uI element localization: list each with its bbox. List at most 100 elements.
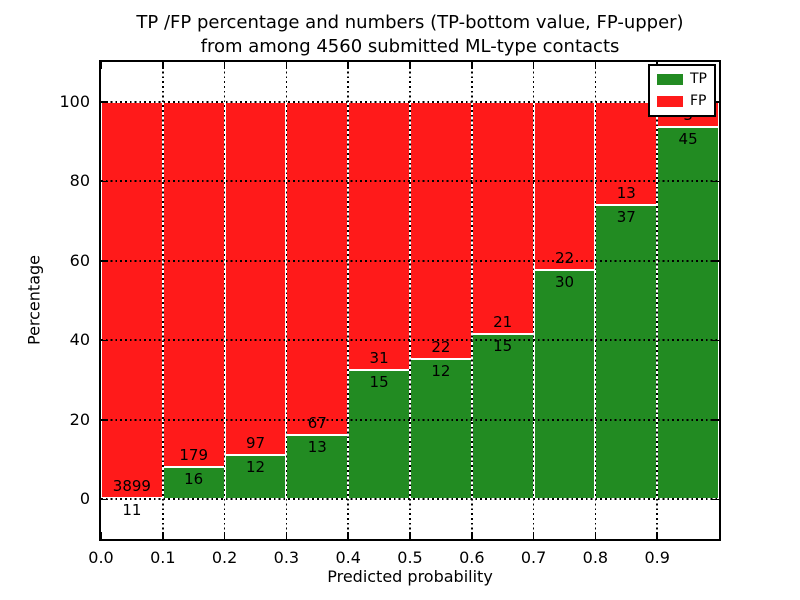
x-tick-top — [471, 62, 473, 69]
grid-line-vertical — [285, 62, 288, 539]
x-tick-bottom — [162, 532, 164, 539]
legend-label-tp: TP — [690, 71, 707, 87]
grid-line-vertical — [471, 62, 473, 539]
y-tick-label: 80 — [69, 171, 90, 191]
x-tick-top — [223, 62, 226, 69]
tp-value-label: 13 — [307, 437, 327, 456]
grid-line-vertical — [347, 62, 349, 539]
fp-bar — [286, 101, 349, 435]
grid-line-vertical — [223, 62, 226, 539]
x-tick-label: 0.4 — [335, 548, 361, 567]
tp-value-label: 15 — [493, 336, 513, 355]
x-tick-bottom — [347, 532, 349, 539]
tp-bar — [595, 205, 658, 500]
legend-item-tp: TP — [657, 71, 707, 88]
x-tick-bottom — [532, 532, 535, 539]
y-tick-left — [101, 260, 108, 262]
y-tick-right — [712, 498, 719, 500]
x-tick-bottom — [471, 532, 473, 539]
x-tick-top — [347, 62, 349, 69]
grid-line-vertical — [594, 62, 597, 539]
x-tick-label: 0.9 — [644, 548, 670, 567]
y-axis-label: Percentage — [24, 254, 44, 346]
fp-bar — [101, 101, 163, 499]
y-tick-right — [712, 419, 719, 421]
chart-title-line1: TP /FP percentage and numbers (TP-bottom… — [136, 12, 684, 33]
grid-line-horizontal — [101, 339, 719, 342]
fp-bar — [348, 101, 410, 370]
fp-value-label: 3899 — [112, 477, 151, 496]
x-tick-label: 0.3 — [273, 548, 300, 567]
fp-value-label: 179 — [179, 445, 209, 464]
tp-value-label: 12 — [245, 458, 266, 477]
fp-value-label: 97 — [245, 434, 266, 453]
x-tick-top — [409, 62, 411, 69]
y-tick-left — [101, 419, 108, 421]
x-tick-top — [100, 62, 102, 69]
x-tick-label: 0.6 — [459, 548, 485, 567]
fp-value-label: 67 — [307, 413, 327, 432]
x-axis-label: Predicted probability — [327, 567, 493, 586]
fp-value-label: 31 — [369, 348, 389, 367]
y-tick-label: 100 — [59, 91, 90, 111]
x-tick-label: 0.5 — [397, 548, 423, 567]
grid-line-horizontal — [101, 180, 719, 183]
grid-line-horizontal — [101, 498, 719, 501]
grid-line-horizontal — [101, 418, 719, 421]
x-tick-bottom — [594, 532, 597, 539]
plot-area: TP FP 3899 11 179 16 97 12 67 13 31 15 22 12 21 15 22 3… — [99, 60, 721, 541]
fp-bar — [595, 101, 658, 206]
x-tick-top — [532, 62, 535, 69]
y-tick-right — [712, 260, 719, 262]
tp-bar — [657, 126, 719, 500]
y-tick-label: 60 — [69, 250, 90, 270]
legend-label-fp: FP — [690, 93, 707, 109]
grid-line-horizontal — [101, 100, 719, 103]
tp-bar — [533, 269, 596, 500]
fp-bar — [410, 101, 472, 359]
x-tick-bottom — [223, 532, 226, 539]
x-tick-label: 0.2 — [211, 548, 238, 567]
tp-value-label: 30 — [554, 272, 575, 291]
fp-value-label: 13 — [616, 184, 636, 203]
chart-title: TP /FP percentage and numbers (TP-bottom… — [99, 11, 721, 59]
tp-value-label: 16 — [184, 469, 204, 488]
y-tick-label: 20 — [69, 409, 90, 429]
tp-value-label: 11 — [122, 501, 142, 520]
chart-title-line2: from among 4560 submitted ML-type contac… — [200, 36, 620, 57]
fp-value-label: 21 — [493, 312, 513, 331]
grid-line-vertical — [409, 62, 411, 539]
tp-bar — [471, 333, 534, 500]
x-tick-top — [594, 62, 597, 69]
tp-value-label: 12 — [431, 361, 451, 380]
fp-bar — [471, 101, 534, 334]
x-tick-label: 0.0 — [88, 548, 114, 567]
y-tick-right — [712, 180, 719, 182]
legend-item-fp: FP — [657, 93, 707, 110]
x-tick-bottom — [100, 532, 102, 539]
fp-bar — [533, 101, 596, 270]
fp-value-label: 22 — [554, 248, 575, 267]
x-tick-label: 0.1 — [150, 548, 176, 567]
tp-value-label: 37 — [616, 208, 636, 227]
grid-line-horizontal — [101, 259, 719, 262]
y-tick-label: 40 — [69, 330, 90, 350]
fp-value-label: 22 — [431, 337, 451, 356]
y-tick-left — [101, 498, 108, 500]
fp-bar — [162, 101, 225, 467]
tp-value-label: 45 — [678, 129, 698, 148]
y-tick-right — [712, 339, 719, 341]
tp-value-label: 15 — [369, 372, 389, 391]
grid-line-vertical — [656, 62, 658, 539]
x-tick-bottom — [409, 532, 411, 539]
tp-swatch-icon — [657, 74, 683, 85]
fp-bar — [224, 101, 287, 456]
grid-line-vertical — [162, 62, 164, 539]
x-tick-top — [162, 62, 164, 69]
y-tick-label: 0 — [79, 489, 90, 509]
y-tick-left — [101, 101, 108, 103]
x-tick-bottom — [656, 532, 658, 539]
grid-line-vertical — [532, 62, 535, 539]
y-tick-left — [101, 180, 108, 182]
